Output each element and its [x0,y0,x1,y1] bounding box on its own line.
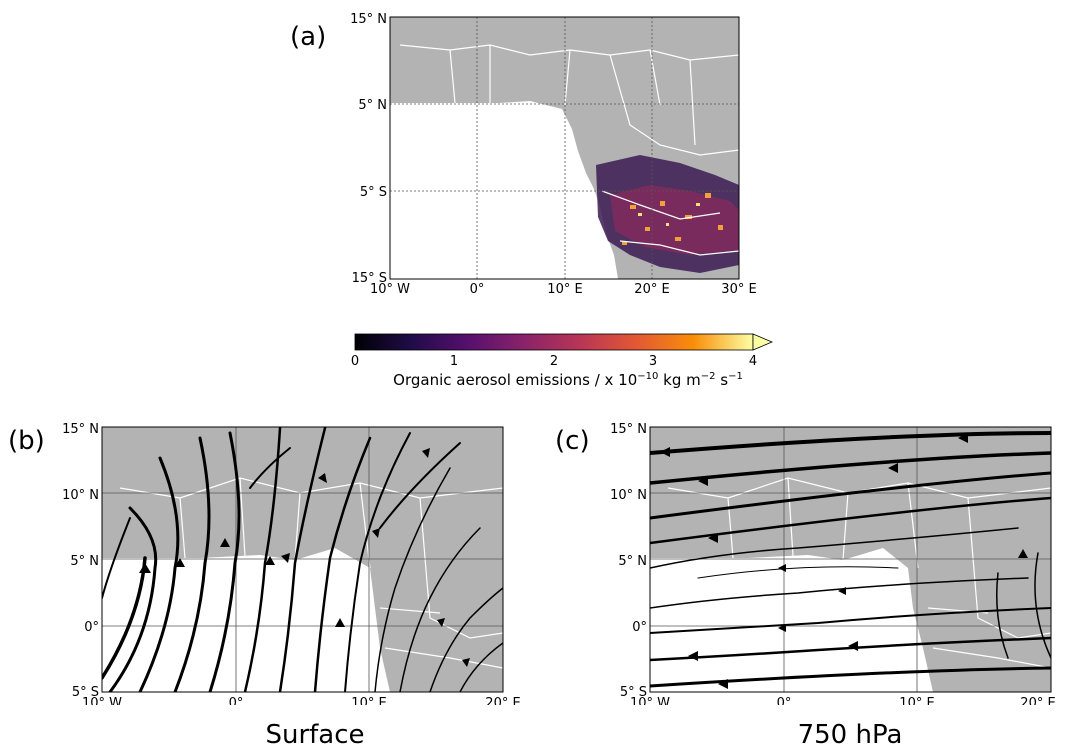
x-tick: 0° [470,282,485,297]
panel-a-y-ticks: 15° N 5° N 5° S 15° S [350,12,387,286]
x-tick: 0° [229,696,244,705]
x-tick: 20° E [485,696,520,705]
y-tick: 5° S [360,185,387,200]
emission-hotspots [622,193,723,245]
panel-a-label: (a) [290,22,327,52]
country-borders [667,477,1051,669]
y-tick: 5° N [70,554,99,569]
panel-a-map: 15° N 5° N 5° S 15° S 10° W 0° 10° E 20°… [350,12,757,297]
y-tick: 5° N [618,554,647,569]
x-tick: 30° E [721,282,756,297]
x-tick: 10° E [351,696,386,705]
colorbar-tick: 4 [749,354,757,369]
y-tick: 15° N [610,422,647,437]
y-tick: 15° N [62,422,99,437]
colorbar-tick: 1 [450,354,458,369]
colorbar-tick: 0 [351,354,359,369]
panel-a-frame [389,16,740,280]
y-tick: 0° [632,620,647,635]
country-borders [399,44,739,256]
x-tick: 20° E [1020,696,1055,705]
panel-a-x-ticks: 10° W 0° 10° E 20° E 30° E [370,282,757,297]
ocean-area [650,548,933,692]
x-tick: 10° W [370,282,410,297]
streamline-arrows [139,448,470,667]
panel-c-frame [649,426,1052,693]
streamlines-750hpa [650,431,1051,688]
y-tick: 15° S [352,271,387,286]
x-tick: 20° E [634,282,669,297]
colorbar-ticks: 0 1 2 3 4 [351,354,757,369]
colorbar-tick: 3 [649,354,657,369]
y-tick: 0° [84,620,99,635]
x-tick: 10° E [547,282,582,297]
panel-c-y-ticks: 15° N 10° N 5° N 0° 5° S [610,422,647,700]
panel-b-x-ticks: 10° W 0° 10° E 20° E [82,696,521,705]
y-tick: 5° S [620,685,647,700]
x-tick: 10° E [899,696,934,705]
y-tick: 5° N [358,98,387,113]
y-tick: 10° N [610,488,647,503]
panel-b-label: (b) [8,426,45,456]
colorbar-title: Organic aerosol emissions / x 10−10 kg m… [393,371,743,389]
y-tick: 5° S [72,685,99,700]
x-tick: 10° W [82,696,122,705]
colorbar-tick: 2 [550,354,558,369]
emission-peaks [638,203,700,226]
panel-b-frame [101,426,504,693]
panel-b-map: 15° N 10° N 5° N 0° 5° S 10° W 0° 10° E … [62,422,521,705]
streamline-arrows [660,433,1028,689]
panel-c-x-ticks: 10° W 0° 10° E 20° E [630,696,1056,705]
x-tick: 0° [777,696,792,705]
colorbar-extend-arrow [752,333,774,351]
panel-c-caption: 750 hPa [797,720,903,750]
ocean-area [390,101,618,279]
panel-b-caption: Surface [265,720,365,750]
panel-c-label: (c) [555,426,590,456]
panel-c-map: 15° N 10° N 5° N 0° 5° S 10° W 0° 10° E … [610,422,1056,705]
y-tick: 10° N [62,488,99,503]
surface-streamlines [102,427,503,692]
colorbar: 0 1 2 3 4 Organic aerosol emissions / x … [351,333,774,389]
colorbar-gradient [354,333,754,351]
emission-core [610,185,739,255]
y-tick: 15° N [350,12,387,27]
panel-b-y-ticks: 15° N 10° N 5° N 0° 5° S [62,422,99,700]
x-tick: 10° W [630,696,670,705]
